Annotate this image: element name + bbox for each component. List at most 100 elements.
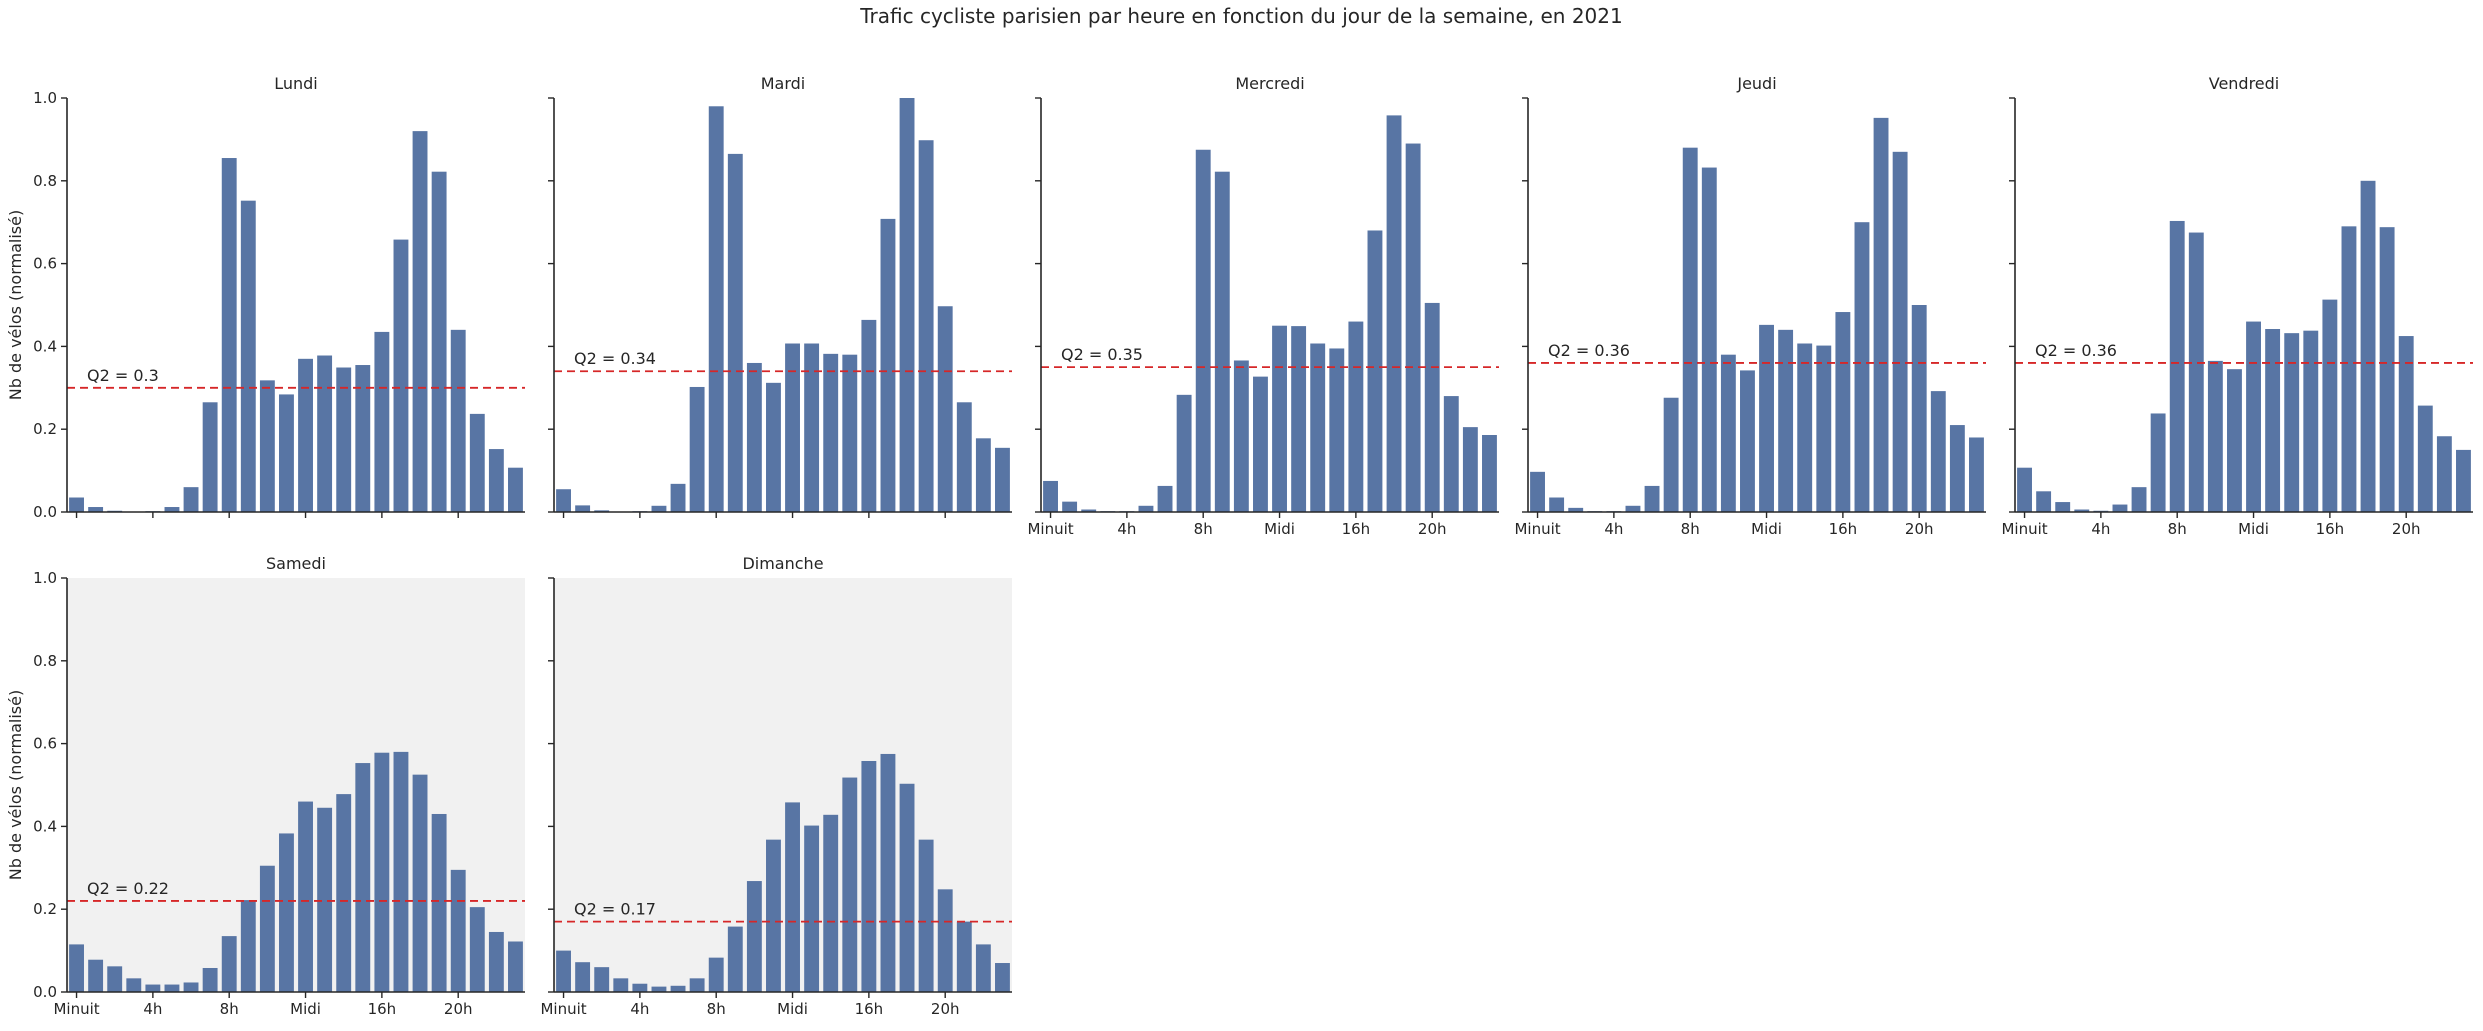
bar-hour-18 [899, 98, 915, 512]
bar-hour-10 [1233, 360, 1249, 512]
bar-hour-20 [450, 329, 466, 512]
bar-hour-21 [956, 402, 972, 512]
bar-hour-7 [2150, 413, 2166, 512]
bar-hour-0 [2017, 467, 2032, 512]
x-tick-label: 8h [220, 1000, 239, 1018]
panel-title: Samedi [266, 554, 326, 573]
bar-hour-15 [842, 354, 858, 512]
bar-hour-9 [1701, 167, 1717, 513]
bar-hour-12 [785, 343, 800, 512]
x-tick-label: Midi [2238, 520, 2269, 538]
bar-hour-8 [1195, 149, 1211, 512]
x-tick-label: 4h [1604, 520, 1623, 538]
bar-hour-11 [1253, 376, 1268, 512]
bar-hour-20 [937, 306, 953, 512]
bar-hour-11 [766, 382, 781, 512]
bar-hour-18 [2360, 180, 2376, 513]
bar-hour-6 [183, 982, 199, 992]
x-tick-label: 8h [1194, 520, 1213, 538]
bar-hour-23 [995, 963, 1010, 992]
bar-hour-10 [1720, 354, 1736, 512]
bar-hour-9 [240, 200, 256, 513]
bar-hour-12 [2246, 321, 2261, 512]
bar-hour-16 [861, 760, 877, 992]
bar-hour-6 [670, 483, 686, 512]
bar-hour-14 [823, 814, 839, 992]
facet-panel-mercredi: Q2 = 0.35 Minuit 4h 8h Midi 16h 20h Mercredi [1027, 74, 1499, 538]
bar-hour-2 [107, 966, 123, 992]
bar-hour-7 [1663, 397, 1679, 512]
bar-hour-2 [594, 510, 610, 512]
median-label: Q2 = 0.36 [2035, 341, 2117, 360]
y-tick-label: 0.4 [33, 337, 57, 355]
bar-hour-20 [937, 889, 953, 992]
y-tick-label: 0.8 [33, 652, 57, 670]
y-tick-label: 1.0 [33, 89, 57, 107]
bar-hour-11 [279, 394, 294, 512]
y-tick-label: 0.2 [33, 420, 57, 438]
median-label: Q2 = 0.36 [1548, 341, 1630, 360]
panel-title: Vendredi [2209, 74, 2280, 93]
bar-hour-15 [355, 763, 371, 992]
bar-hour-6 [183, 487, 199, 512]
bar-hour-12 [1759, 324, 1774, 512]
bar-hour-16 [861, 319, 877, 512]
bar-hour-23 [2456, 449, 2471, 512]
bar-hour-20 [1424, 302, 1440, 512]
bar-hour-16 [374, 331, 390, 512]
bar-hour-8 [221, 158, 237, 512]
facet-panel-vendredi: Q2 = 0.36 Minuit 4h 8h Midi 16h 20h Vendredi [2001, 74, 2473, 538]
x-tick-label: Midi [1264, 520, 1295, 538]
facet-panel-mardi: Q2 = 0.34 Mardi [548, 74, 1012, 518]
bar-hour-15 [1329, 348, 1345, 512]
facet-panel-dimanche: Q2 = 0.17 Minuit 4h 8h Midi 16h 20h Dimanche [540, 554, 1012, 1018]
bar-hour-16 [1835, 312, 1851, 512]
bar-hour-1 [575, 505, 591, 512]
bar-hour-2 [1081, 509, 1097, 512]
y-tick-label: 0.0 [33, 503, 57, 521]
bar-hour-12 [298, 801, 313, 992]
y-tick-label: 1.0 [33, 569, 57, 587]
x-tick-label: 4h [630, 1000, 649, 1018]
weekend-background [67, 578, 525, 992]
bar-hour-14 [823, 353, 839, 512]
median-label: Q2 = 0.22 [87, 879, 169, 898]
bar-hour-19 [431, 171, 447, 512]
bar-hour-5 [651, 986, 667, 992]
x-tick-label: 16h [855, 1000, 884, 1018]
bar-hour-5 [164, 507, 180, 512]
x-tick-label: 20h [2392, 520, 2421, 538]
bar-hour-1 [1062, 501, 1078, 512]
bar-hour-16 [1348, 321, 1364, 512]
bar-hour-8 [708, 106, 724, 512]
bar-hour-7 [689, 978, 705, 992]
bar-hour-22 [1462, 427, 1478, 512]
bar-hour-10 [259, 865, 275, 992]
bar-hour-19 [2379, 227, 2395, 513]
bar-hour-3 [2074, 509, 2090, 512]
bar-hour-19 [1405, 143, 1421, 513]
bar-hour-1 [88, 959, 104, 992]
bar-hour-23 [508, 941, 523, 992]
x-tick-label: 16h [1829, 520, 1858, 538]
bar-hour-14 [336, 367, 352, 512]
bar-hour-13 [1778, 329, 1794, 512]
x-tick-label: 16h [1342, 520, 1371, 538]
bar-hour-9 [727, 926, 743, 992]
bar-hour-22 [975, 438, 991, 512]
x-tick-label: 20h [1905, 520, 1934, 538]
x-tick-label: Midi [1751, 520, 1782, 538]
bar-hour-21 [469, 413, 485, 512]
bar-hour-22 [488, 931, 504, 992]
bar-hour-12 [1272, 325, 1287, 512]
bar-hour-7 [689, 386, 705, 512]
bar-hour-13 [1291, 326, 1307, 512]
bar-hour-18 [899, 783, 915, 992]
y-tick-label: 0.4 [33, 817, 57, 835]
bar-hour-4 [632, 983, 648, 992]
y-tick-label: 0.6 [33, 735, 57, 753]
figure-title: Trafic cycliste parisien par heure en fo… [860, 4, 1623, 28]
bar-hour-10 [746, 362, 762, 512]
bar-hour-14 [336, 794, 352, 992]
bar-hour-18 [412, 774, 428, 992]
